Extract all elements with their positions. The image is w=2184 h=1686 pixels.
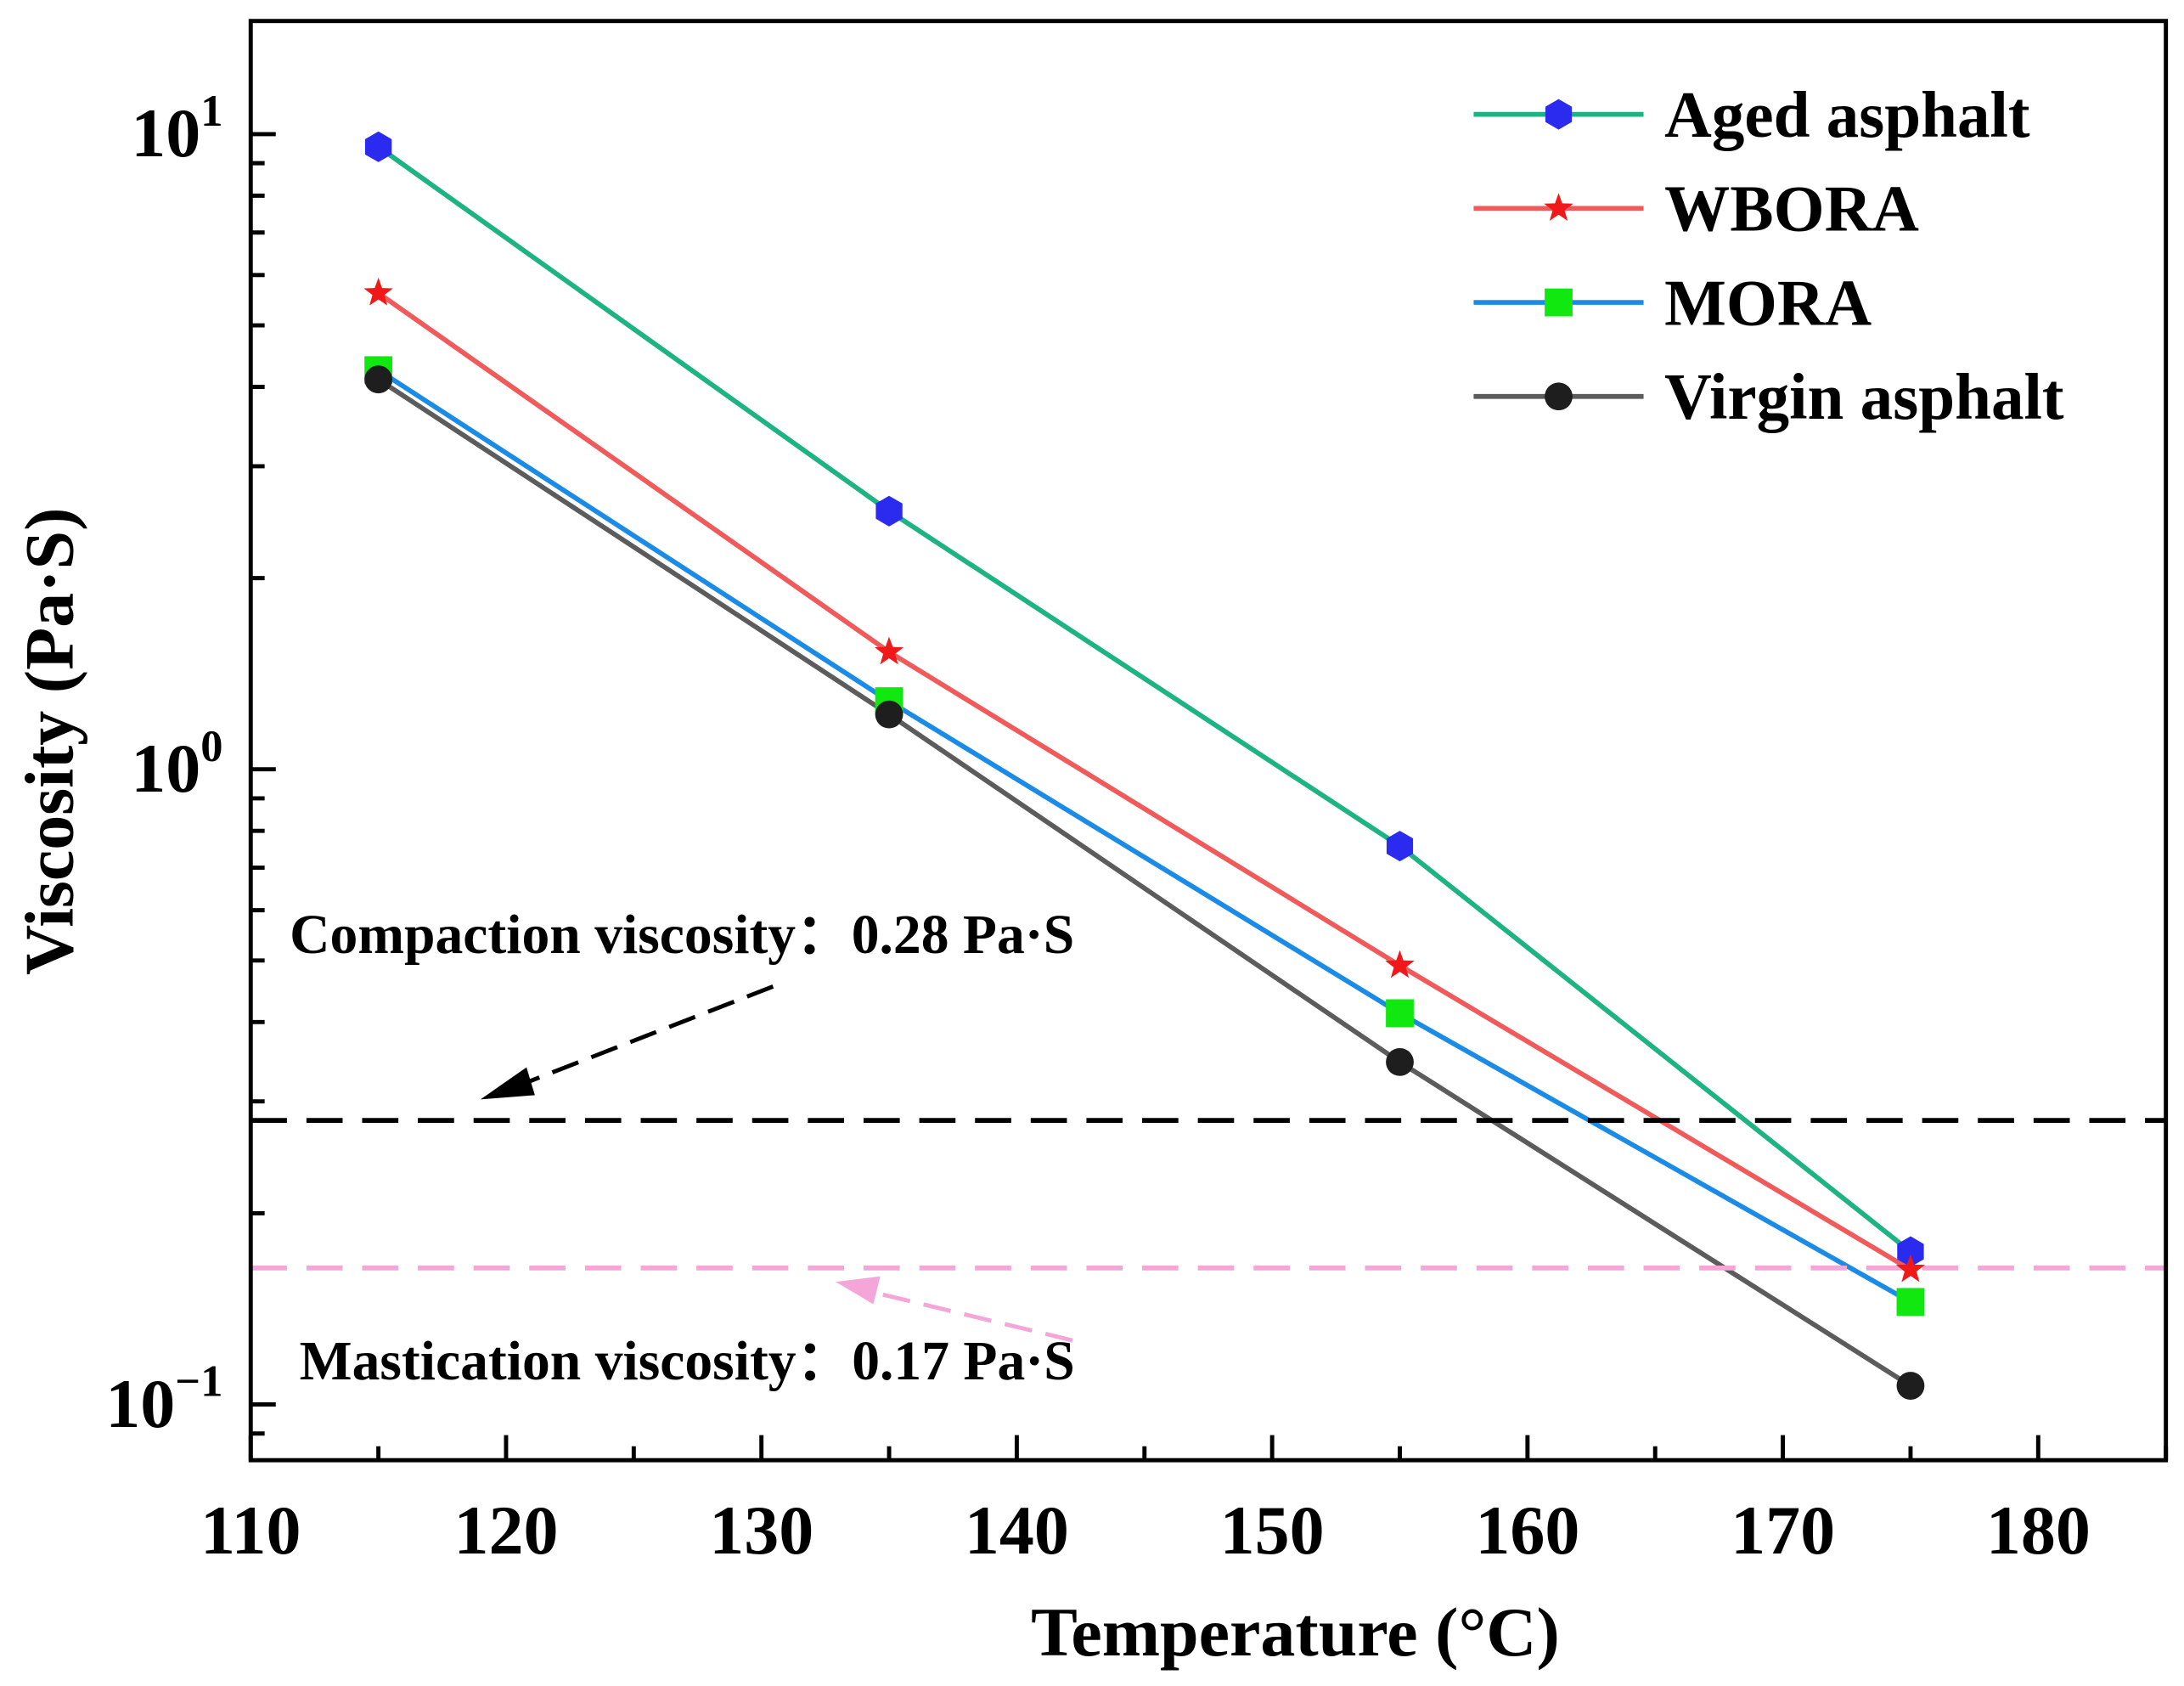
x-axis-title: Temperature (°C) xyxy=(1031,1593,1560,1671)
data-point-3-0 xyxy=(364,365,393,394)
y-tick-label: 101 xyxy=(131,87,222,172)
legend-marker-3 xyxy=(1545,382,1573,411)
compaction-arrow xyxy=(515,984,774,1089)
data-point-0-3 xyxy=(1897,1236,1924,1267)
mastication-arrowhead xyxy=(836,1276,881,1305)
x-tick-label: 140 xyxy=(965,1491,1069,1569)
y-axis-title: Viscosity (Pa·S) xyxy=(10,508,87,975)
legend-marker-2 xyxy=(1545,288,1573,317)
legend-marker-1 xyxy=(1544,193,1573,221)
x-tick-label: 110 xyxy=(200,1491,301,1569)
series-line-2 xyxy=(377,368,1912,1305)
mastication-annotation: Mastication viscosity：0.17 Pa·S xyxy=(300,1331,1075,1392)
data-point-2-2 xyxy=(1386,999,1414,1028)
data-point-0-2 xyxy=(1386,831,1414,862)
series-line-3 xyxy=(377,377,1912,1388)
data-point-2-3 xyxy=(1896,1288,1925,1317)
x-tick-label: 120 xyxy=(453,1491,558,1569)
data-point-0-0 xyxy=(364,131,392,162)
legend-label-2: MORA xyxy=(1664,266,1872,339)
compaction-annotation: Compaction viscosity：0.28 Pa·S xyxy=(290,905,1074,966)
y-tick-label: 10−1 xyxy=(105,1357,222,1442)
plot-frame xyxy=(248,19,2169,1463)
data-point-1-1 xyxy=(874,636,904,665)
x-tick-label: 130 xyxy=(709,1491,813,1569)
data-point-3-3 xyxy=(1896,1372,1925,1400)
data-point-3-2 xyxy=(1386,1047,1414,1076)
y-tick-label: 100 xyxy=(131,722,222,807)
legend-label-3: Virgin asphalt xyxy=(1664,360,2064,433)
x-tick-label: 150 xyxy=(1220,1491,1325,1569)
data-point-3-1 xyxy=(875,700,903,729)
data-point-0-1 xyxy=(875,495,903,527)
legend-label-0: Aged asphalt xyxy=(1664,78,2030,151)
legend-marker-0 xyxy=(1545,99,1573,130)
x-tick-label: 160 xyxy=(1475,1491,1579,1569)
legend-label-1: WBORA xyxy=(1664,172,1919,245)
series-line-0 xyxy=(376,144,1912,1254)
data-point-1-2 xyxy=(1385,950,1415,978)
data-point-1-3 xyxy=(1895,1254,1926,1283)
mastication-arrow xyxy=(870,1289,1073,1343)
x-tick-label: 180 xyxy=(1986,1491,2091,1569)
series-line-1 xyxy=(376,290,1912,1272)
x-tick-label: 170 xyxy=(1731,1491,1835,1569)
compaction-arrowhead xyxy=(480,1067,535,1100)
data-point-1-0 xyxy=(363,278,393,306)
